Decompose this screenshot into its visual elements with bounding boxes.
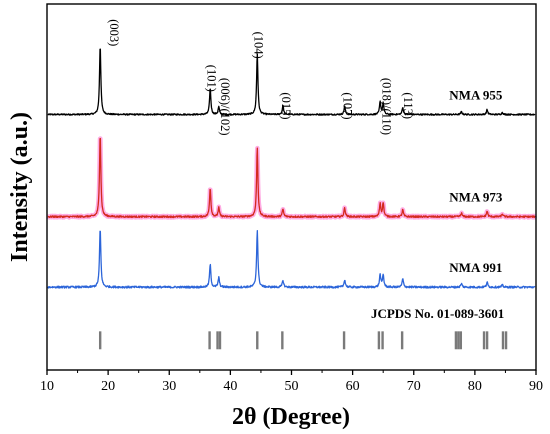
series-label: NMA 955 [449,87,503,102]
x-axis: 10 20 30 40 50 60 70 80 90 [40,370,543,394]
peak-label: (113) [401,92,415,119]
x-tick-label: 20 [101,379,115,394]
peak-label: (003) [107,19,121,46]
series-glow-2 [46,136,538,220]
x-tick-label: 60 [346,379,360,394]
peak-label: (006)/(102) [218,78,232,136]
reference-layer [98,331,508,350]
x-tick-label: 80 [468,379,482,394]
peak-label: (104) [251,32,265,59]
x-tick-label: 40 [223,379,237,394]
peak-label: (101) [204,65,218,92]
series-line-3 [47,229,536,289]
series-label: NMA 991 [449,260,502,275]
x-tick-label: 50 [285,379,299,394]
label-layer: (003) (101) (006)/(102) (104) (015) (107) (018… [107,19,504,321]
series-line-1 [47,48,536,116]
x-axis-label: 2θ (Degree) [232,404,350,430]
series-label: NMA 973 [449,190,503,205]
x-tick-label: 10 [40,379,54,394]
peak-label: (107) [341,92,355,119]
peak-label: (018)/(110) [380,78,394,135]
y-axis-label: Intensity (a.u.) [7,112,33,262]
plot-area: (003) (101) (006)/(102) (104) (015) (107) (018… [46,19,538,350]
reference-label: JCPDS No. 01-089-3601 [371,306,504,321]
x-tick-label: 70 [407,379,421,394]
series-layer [46,48,538,289]
series-line-2 [47,137,536,219]
x-tick-label: 30 [162,379,176,394]
peak-label: (015) [279,92,293,119]
x-tick-label: 90 [529,379,543,394]
